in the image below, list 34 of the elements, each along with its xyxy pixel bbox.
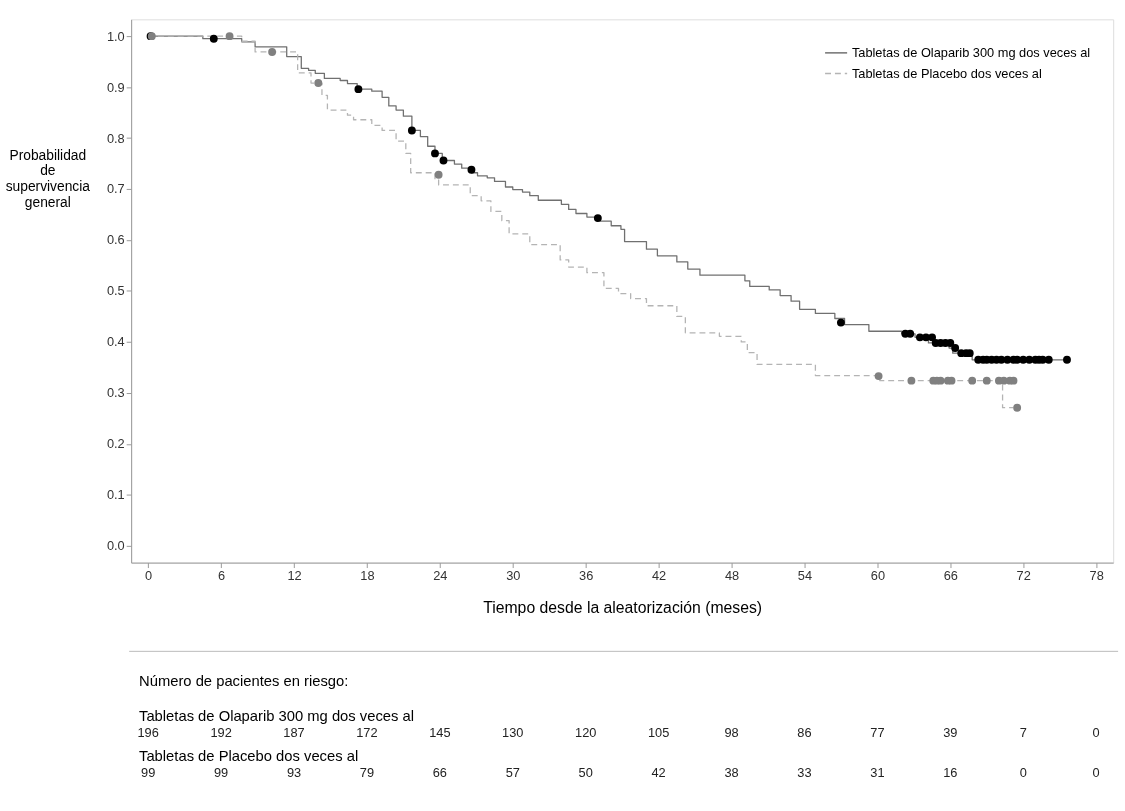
legend-label: Tabletas de Placebo dos veces al bbox=[851, 65, 1042, 81]
y-tick-label: 0.1 bbox=[106, 487, 125, 503]
y-tick-label: 0.9 bbox=[106, 79, 125, 95]
x-axis-title: Tiempo desde la aleatorización (meses) bbox=[483, 599, 763, 617]
y-tick-label: 0.5 bbox=[106, 283, 125, 299]
text: 99 99 93 79 66 57 50 42 38 33 31 16 0 0 bbox=[141, 764, 1100, 780]
y-tick-label: 1.0 bbox=[106, 28, 125, 44]
x-tick-label: 24 bbox=[433, 567, 448, 583]
x-tick-label: 48 bbox=[724, 567, 740, 583]
x-tick-label: 0 bbox=[145, 567, 153, 583]
x-tick-label: 30 bbox=[506, 567, 521, 583]
x-tick-label: 78 bbox=[1089, 567, 1104, 583]
y-tick-label: 0.0 bbox=[106, 538, 125, 554]
x-tick-label: 12 bbox=[287, 567, 302, 583]
x-tick-label: 60 bbox=[870, 567, 885, 583]
y-tick-label: 0.3 bbox=[106, 385, 125, 401]
y-axis-title: Probabilidad de supervivencia general bbox=[5, 147, 91, 210]
text: Tabletas de Placebo dos veces al bbox=[139, 747, 359, 764]
x-tick-label: 66 bbox=[943, 567, 958, 583]
x-tick-label: 42 bbox=[651, 567, 667, 583]
x-tick-label: 36 bbox=[579, 567, 594, 583]
y-tick-label: 0.6 bbox=[106, 232, 125, 248]
legend-label: Tabletas de Olaparib 300 mg dos veces al bbox=[851, 44, 1091, 60]
y-tick-label: 0.7 bbox=[106, 181, 125, 197]
y-tick-label: 0.2 bbox=[106, 436, 125, 452]
y-tick-label: 0.4 bbox=[106, 334, 125, 350]
text: 196 192 187 172 145 130 120 105 98 86 77 39 7 0 bbox=[137, 725, 1100, 741]
y-tick-label: 0.8 bbox=[106, 130, 125, 146]
x-tick-label: 18 bbox=[360, 567, 375, 583]
x-tick-label: 72 bbox=[1016, 567, 1031, 583]
text: Número de pacientes en riesgo: bbox=[139, 672, 349, 689]
x-tick-label: 6 bbox=[218, 567, 226, 583]
x-tick-label: 54 bbox=[797, 567, 813, 583]
text: Tabletas de Olaparib 300 mg dos veces al bbox=[139, 708, 414, 725]
